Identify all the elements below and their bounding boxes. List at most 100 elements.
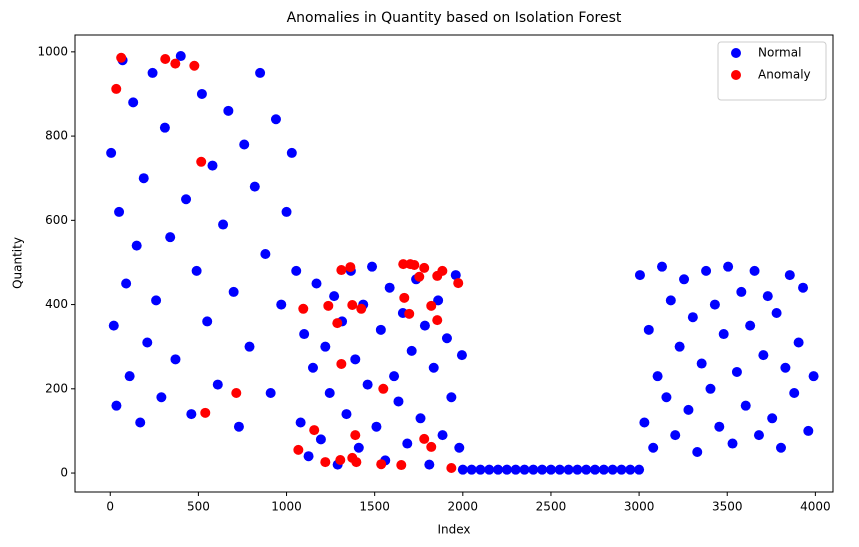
chart-title: Anomalies in Quantity based on Isolation… (287, 10, 622, 26)
point (501, 464, 512, 475)
point (625, 464, 636, 475)
point (493, 464, 504, 475)
point (705, 383, 716, 394)
point (142, 337, 153, 348)
y-tick-label: 600 (45, 213, 68, 227)
x-tick-label: 2500 (536, 500, 567, 514)
point (484, 464, 495, 475)
point (298, 303, 309, 314)
point (670, 430, 681, 441)
point (323, 300, 334, 311)
point (789, 388, 800, 399)
point (353, 442, 364, 453)
point (736, 286, 747, 297)
point (607, 464, 618, 475)
point (128, 97, 139, 108)
point (683, 404, 694, 415)
point (135, 417, 146, 428)
point (426, 300, 437, 311)
point (419, 433, 430, 444)
point (745, 320, 756, 331)
point (537, 464, 548, 475)
y-tick-label: 400 (45, 297, 68, 311)
point (170, 58, 181, 69)
point (341, 409, 352, 420)
point (798, 282, 809, 293)
point (389, 371, 400, 382)
point (714, 421, 725, 432)
point (510, 464, 521, 475)
point (175, 51, 186, 62)
point (643, 324, 654, 335)
point (696, 358, 707, 369)
y-tick-label: 200 (45, 381, 68, 395)
point (405, 259, 416, 270)
point (121, 278, 132, 289)
point (406, 345, 417, 356)
point (454, 442, 465, 453)
point (375, 324, 386, 335)
point (181, 194, 192, 205)
point (402, 438, 413, 449)
point (432, 315, 443, 326)
point (450, 270, 461, 281)
point (648, 442, 659, 453)
point (701, 265, 712, 276)
point (572, 464, 583, 475)
point (419, 262, 430, 273)
point (424, 459, 435, 470)
x-tick-label: 1000 (271, 500, 302, 514)
x-tick-label: 500 (187, 500, 210, 514)
y-axis-label: Quantity (11, 237, 25, 289)
point (441, 333, 452, 344)
point (350, 354, 361, 365)
point (281, 206, 292, 217)
point (108, 320, 119, 331)
x-tick-label: 3500 (712, 500, 743, 514)
point (291, 265, 302, 276)
point (545, 464, 556, 475)
point (329, 291, 340, 302)
point (191, 265, 202, 276)
point (260, 249, 271, 260)
point (324, 388, 335, 399)
point (371, 421, 382, 432)
point (415, 413, 426, 424)
legend-marker (731, 70, 741, 80)
point (723, 261, 734, 272)
point (384, 282, 395, 293)
point (249, 181, 260, 192)
point (378, 383, 389, 394)
point (731, 366, 742, 377)
plot-frame (74, 34, 834, 493)
point (674, 341, 685, 352)
point (396, 460, 407, 471)
x-tick-label: 4000 (800, 500, 831, 514)
legend-marker (731, 48, 741, 58)
x-tick-label: 1500 (359, 500, 390, 514)
point (598, 464, 609, 475)
point (616, 464, 627, 475)
point (116, 52, 127, 63)
legend-label: Normal (758, 46, 801, 60)
point (138, 173, 149, 184)
point (426, 441, 437, 452)
point (335, 454, 346, 465)
point (212, 379, 223, 390)
point (437, 265, 448, 276)
point (255, 67, 266, 78)
point (156, 392, 167, 403)
point (414, 271, 425, 282)
point (239, 139, 250, 150)
point (428, 362, 439, 373)
point (718, 329, 729, 340)
point (679, 274, 690, 285)
legend-label: Anomaly (758, 68, 811, 82)
point (332, 318, 343, 329)
point (727, 438, 738, 449)
point (196, 88, 207, 99)
point (762, 291, 773, 302)
point (111, 83, 122, 94)
x-tick-label: 2000 (448, 500, 479, 514)
